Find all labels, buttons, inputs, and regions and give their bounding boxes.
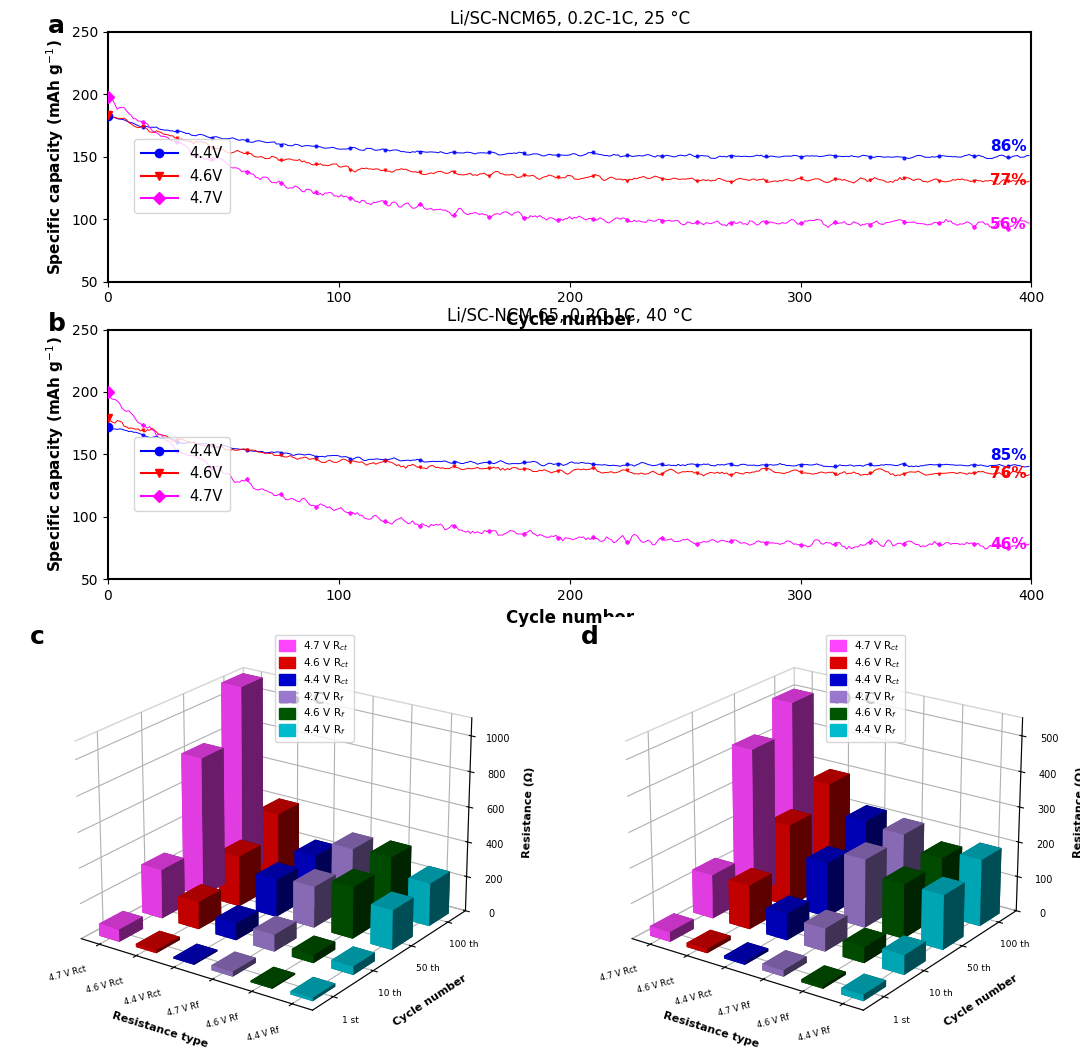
Text: 40 °C: 40 °C (829, 692, 875, 707)
Text: 77%: 77% (990, 173, 1027, 188)
Text: a: a (48, 15, 65, 38)
Legend: 4.4V, 4.6V, 4.7V: 4.4V, 4.6V, 4.7V (134, 437, 230, 511)
Legend: 4.4V, 4.6V, 4.7V: 4.4V, 4.6V, 4.7V (134, 139, 230, 214)
Legend: 4.7 V R$_{ct}$, 4.6 V R$_{ct}$, 4.4 V R$_{ct}$, 4.7 V R$_f$, 4.6 V R$_f$, 4.4 V : 4.7 V R$_{ct}$, 4.6 V R$_{ct}$, 4.4 V R$… (275, 635, 354, 742)
Text: 86%: 86% (990, 139, 1027, 154)
X-axis label: Resistance type: Resistance type (111, 1011, 210, 1050)
Text: 76%: 76% (990, 466, 1027, 480)
Legend: 4.7 V R$_{ct}$, 4.6 V R$_{ct}$, 4.4 V R$_{ct}$, 4.7 V R$_f$, 4.6 V R$_f$, 4.4 V : 4.7 V R$_{ct}$, 4.6 V R$_{ct}$, 4.4 V R$… (826, 635, 905, 742)
Text: 25 °C: 25 °C (279, 692, 324, 707)
Text: 56%: 56% (990, 217, 1027, 232)
Text: 46%: 46% (990, 537, 1027, 552)
Text: 85%: 85% (990, 449, 1027, 463)
X-axis label: Cycle number: Cycle number (505, 311, 634, 328)
Y-axis label: Specific capacity (mAh g$^{-1}$): Specific capacity (mAh g$^{-1}$) (44, 39, 66, 274)
Y-axis label: Cycle number: Cycle number (392, 973, 469, 1028)
Title: Li/SC-NCM 65, 0.2C-1C, 40 °C: Li/SC-NCM 65, 0.2C-1C, 40 °C (447, 307, 692, 325)
Title: Li/SC-NCM65, 0.2C-1C, 25 °C: Li/SC-NCM65, 0.2C-1C, 25 °C (449, 10, 690, 28)
Text: c: c (30, 625, 45, 649)
Text: b: b (48, 313, 66, 336)
X-axis label: Cycle number: Cycle number (505, 609, 634, 626)
Y-axis label: Cycle number: Cycle number (943, 973, 1020, 1028)
Y-axis label: Specific capacity (mAh g$^{-1}$): Specific capacity (mAh g$^{-1}$) (44, 337, 66, 572)
X-axis label: Resistance type: Resistance type (662, 1011, 760, 1050)
Text: d: d (581, 625, 599, 649)
